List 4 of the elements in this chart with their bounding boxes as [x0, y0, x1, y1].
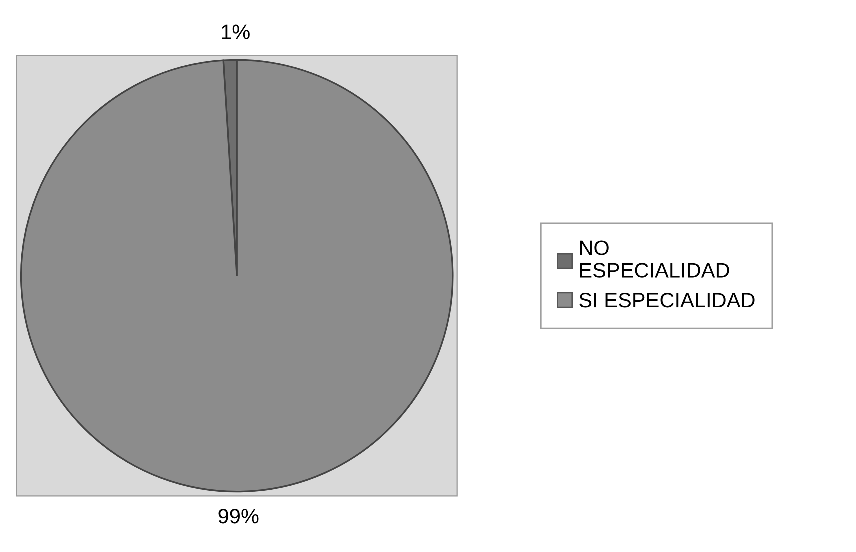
legend-label: SI ESPECIALIDAD [580, 292, 755, 308]
data-label: 99% [218, 508, 259, 524]
legend-label: NO ESPECIALIDAD [580, 240, 730, 278]
data-label: 1% [222, 24, 250, 40]
